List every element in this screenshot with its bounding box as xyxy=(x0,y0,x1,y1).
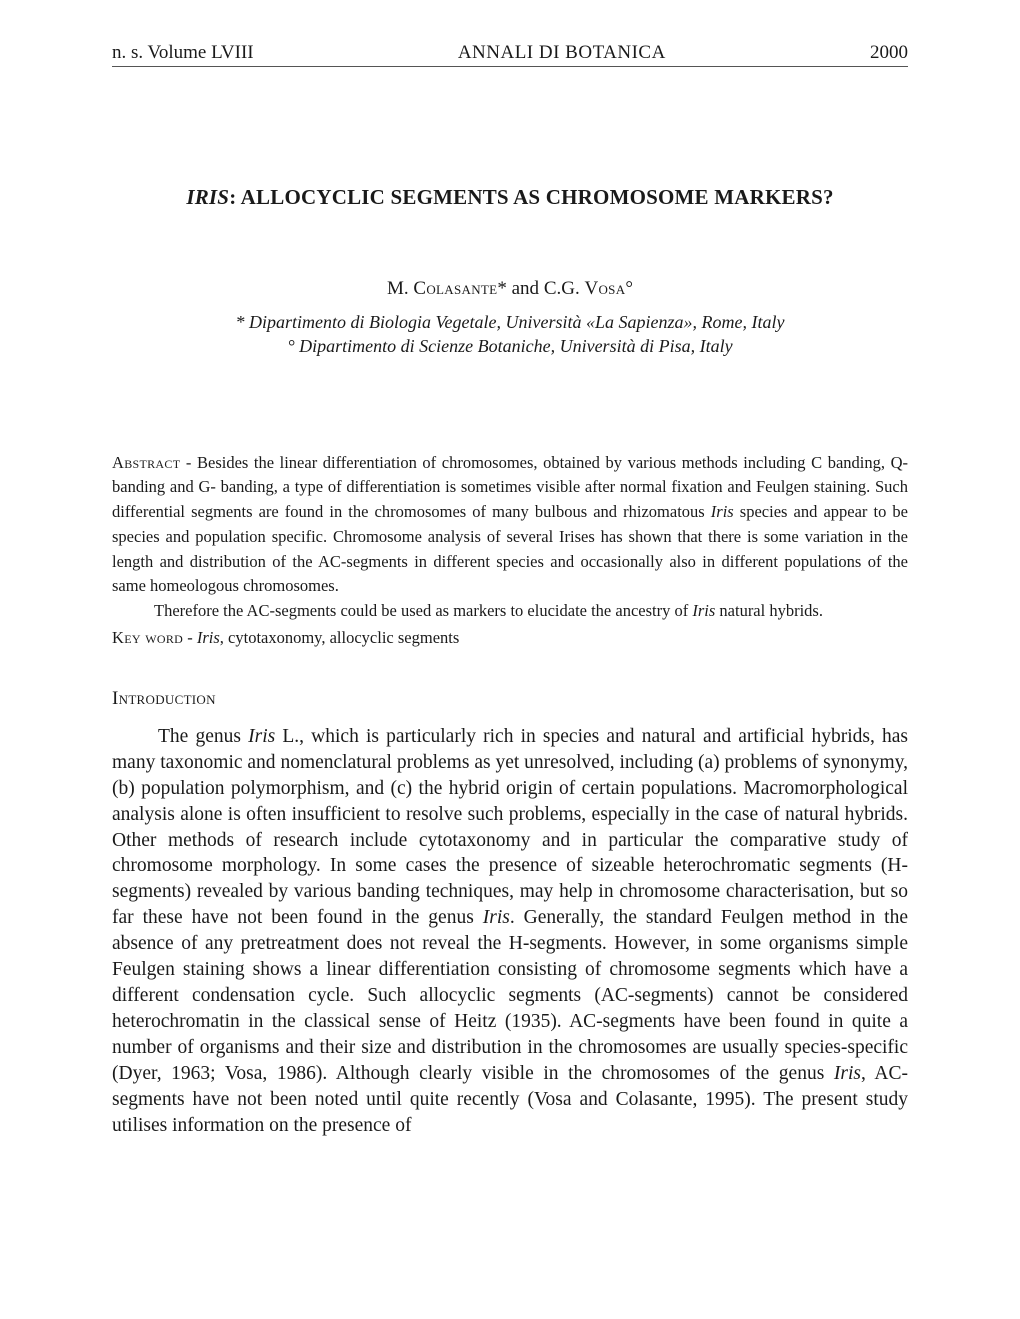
affiliations: * Dipartimento di Biologia Vegetale, Uni… xyxy=(112,310,908,359)
affiliation-2: ° Dipartimento di Scienze Botaniche, Uni… xyxy=(112,334,908,358)
abstract-text-3: Therefore the AC-segments could be used … xyxy=(154,601,692,620)
body-genus-2: Iris xyxy=(483,907,510,928)
body-genus-3: Iris xyxy=(834,1063,861,1084)
author1-surname: Colasante xyxy=(413,278,497,299)
body-paragraph-1: The genus Iris L., which is particularly… xyxy=(112,724,908,1139)
title-rest: : ALLOCYCLIC SEGMENTS AS CHROMOSOME MARK… xyxy=(229,185,833,209)
abstract-dash: - xyxy=(180,453,197,472)
keywords-dash: - xyxy=(183,628,197,647)
keywords: Key word - Iris, cytotaxonomy, allocycli… xyxy=(112,628,908,648)
authors-line: M. Colasante* and C.G. Vosa° xyxy=(112,278,908,300)
abstract: Abstract - Besides the linear differenti… xyxy=(112,451,908,624)
body-p1c: . Generally, the standard Feulgen method… xyxy=(112,907,908,1084)
running-head-year: 2000 xyxy=(870,42,908,64)
author1-mark: * xyxy=(497,278,507,299)
keywords-lead: Key word xyxy=(112,628,183,647)
author2-initials: C.G. xyxy=(544,278,585,299)
article-title: IRIS: ALLOCYCLIC SEGMENTS AS CHROMOSOME … xyxy=(112,185,908,210)
author1-initials: M. xyxy=(387,278,413,299)
authors-sep: and xyxy=(507,278,544,299)
affiliation-1: * Dipartimento di Biologia Vegetale, Uni… xyxy=(112,310,908,334)
body-genus-1: Iris xyxy=(248,726,275,747)
abstract-genus-2: Iris xyxy=(692,601,715,620)
section-heading-introduction: Introduction xyxy=(112,688,908,710)
author2-mark: ° xyxy=(625,278,633,299)
keywords-rest: , cytotaxonomy, allocyclic segments xyxy=(220,628,460,647)
abstract-genus-1: Iris xyxy=(711,502,734,521)
body-p1a: The genus xyxy=(158,726,248,747)
abstract-lead: Abstract xyxy=(112,453,180,472)
keywords-genus: Iris xyxy=(197,628,220,647)
abstract-line-2: Therefore the AC-segments could be used … xyxy=(112,599,908,624)
title-genus: IRIS xyxy=(186,185,229,209)
abstract-text-4: natural hybrids. xyxy=(715,601,823,620)
body-p1b: L., which is particularly rich in specie… xyxy=(112,726,908,928)
running-head-center: ANNALI DI BOTANICA xyxy=(254,42,870,64)
page: n. s. Volume LVIII ANNALI DI BOTANICA 20… xyxy=(0,0,1020,1319)
author2-surname: Vosa xyxy=(584,278,625,299)
running-head-left: n. s. Volume LVIII xyxy=(112,42,254,64)
running-head: n. s. Volume LVIII ANNALI DI BOTANICA 20… xyxy=(112,42,908,67)
